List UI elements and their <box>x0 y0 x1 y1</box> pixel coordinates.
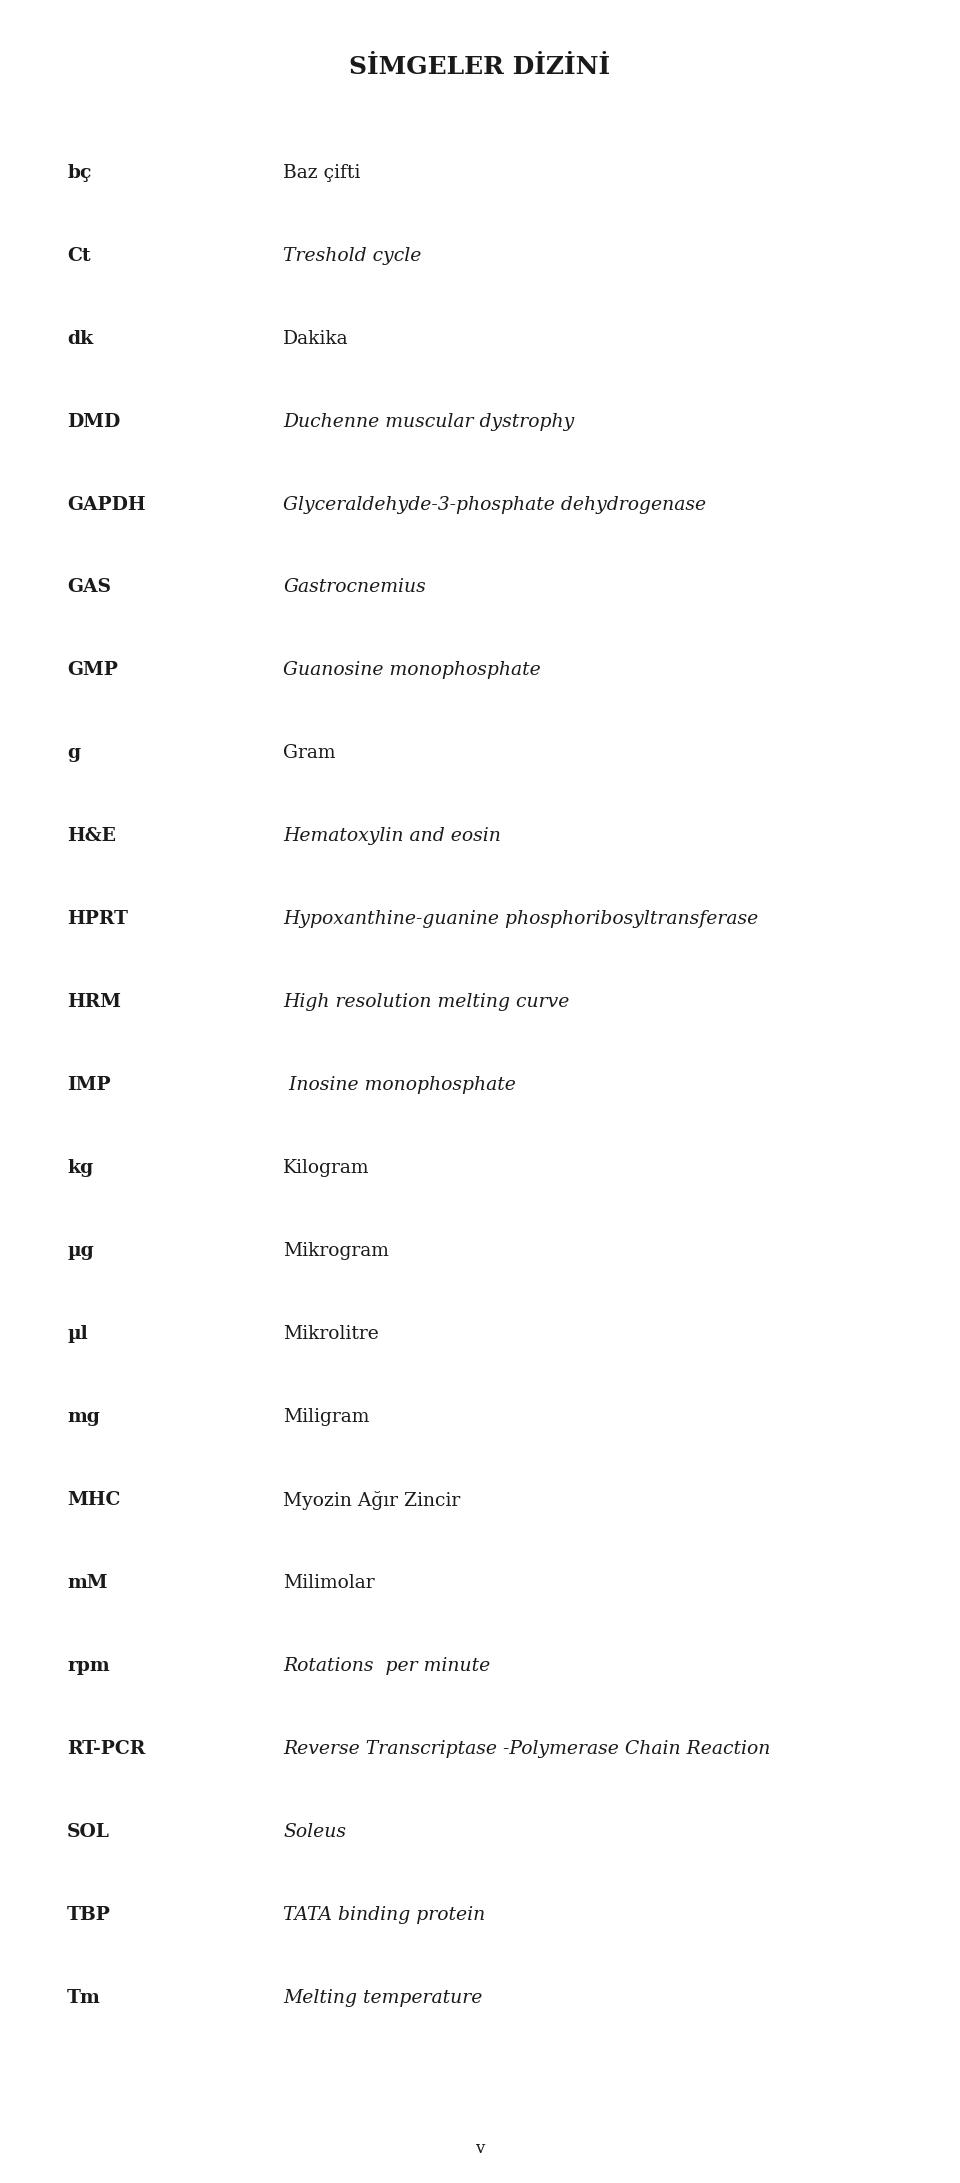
Text: H&E: H&E <box>67 827 116 845</box>
Text: Mikrolitre: Mikrolitre <box>283 1325 379 1343</box>
Text: GAS: GAS <box>67 578 111 596</box>
Text: DMD: DMD <box>67 413 120 430</box>
Text: Myozin Ağır Zincir: Myozin Ağır Zincir <box>283 1491 461 1511</box>
Text: Hematoxylin and eosin: Hematoxylin and eosin <box>283 827 501 845</box>
Text: Rotations  per minute: Rotations per minute <box>283 1657 491 1674</box>
Text: mg: mg <box>67 1408 100 1425</box>
Text: rpm: rpm <box>67 1657 109 1674</box>
Text: TBP: TBP <box>67 1906 111 1923</box>
Text: Miligram: Miligram <box>283 1408 370 1425</box>
Text: Duchenne muscular dystrophy: Duchenne muscular dystrophy <box>283 413 574 430</box>
Text: mM: mM <box>67 1574 108 1591</box>
Text: Tm: Tm <box>67 1989 101 2006</box>
Text: Soleus: Soleus <box>283 1823 347 1840</box>
Text: GAPDH: GAPDH <box>67 496 146 513</box>
Text: High resolution melting curve: High resolution melting curve <box>283 993 569 1011</box>
Text: HRM: HRM <box>67 993 121 1011</box>
Text: kg: kg <box>67 1159 93 1177</box>
Text: Glyceraldehyde-3-phosphate dehydrogenase: Glyceraldehyde-3-phosphate dehydrogenase <box>283 496 707 513</box>
Text: Mikrogram: Mikrogram <box>283 1242 389 1260</box>
Text: µl: µl <box>67 1325 88 1343</box>
Text: Melting temperature: Melting temperature <box>283 1989 483 2006</box>
Text: Kilogram: Kilogram <box>283 1159 370 1177</box>
Text: dk: dk <box>67 330 93 347</box>
Text: SOL: SOL <box>67 1823 110 1840</box>
Text: GMP: GMP <box>67 661 118 679</box>
Text: Guanosine monophosphate: Guanosine monophosphate <box>283 661 540 679</box>
Text: IMP: IMP <box>67 1076 110 1094</box>
Text: Ct: Ct <box>67 247 91 264</box>
Text: MHC: MHC <box>67 1491 121 1508</box>
Text: g: g <box>67 744 81 762</box>
Text: RT-PCR: RT-PCR <box>67 1740 146 1757</box>
Text: Gram: Gram <box>283 744 336 762</box>
Text: Baz çifti: Baz çifti <box>283 164 361 181</box>
Text: Dakika: Dakika <box>283 330 348 347</box>
Text: bç: bç <box>67 164 91 181</box>
Text: Milimolar: Milimolar <box>283 1574 374 1591</box>
Text: v: v <box>475 2139 485 2157</box>
Text: Inosine monophosphate: Inosine monophosphate <box>283 1076 516 1094</box>
Text: TATA binding protein: TATA binding protein <box>283 1906 486 1923</box>
Text: Reverse Transcriptase -Polymerase Chain Reaction: Reverse Transcriptase -Polymerase Chain … <box>283 1740 771 1757</box>
Text: Hypoxanthine-guanine phosphoribosyltransferase: Hypoxanthine-guanine phosphoribosyltrans… <box>283 910 758 928</box>
Text: HPRT: HPRT <box>67 910 129 928</box>
Text: µg: µg <box>67 1242 94 1260</box>
Text: SİMGELER DİZİNİ: SİMGELER DİZİNİ <box>349 55 611 79</box>
Text: Treshold cycle: Treshold cycle <box>283 247 421 264</box>
Text: Gastrocnemius: Gastrocnemius <box>283 578 426 596</box>
